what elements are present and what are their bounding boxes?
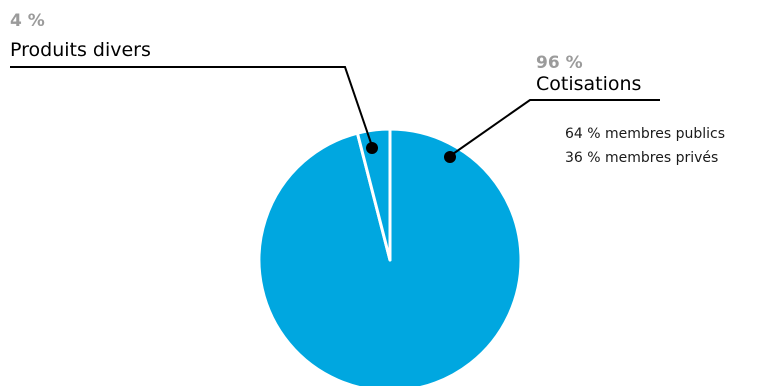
pie-slices <box>257 127 523 386</box>
leader-dot-cotisations <box>444 151 456 163</box>
leader-dot-produits-divers <box>366 142 378 154</box>
leader-line-produits-divers <box>10 66 373 147</box>
slice-label-produits-divers: Produits divers <box>10 39 151 61</box>
pie-slice-cotisations <box>257 127 523 386</box>
slice-label-produits-divers-percent: 4 % <box>10 11 45 31</box>
annotation-membres-prives: 36 % membres privés <box>565 150 718 166</box>
slice-label-cotisations: Cotisations <box>536 73 641 95</box>
pie-slice-produits-divers <box>355 127 392 262</box>
annotation-membres-publics: 64 % membres publics <box>565 126 725 142</box>
slice-label-cotisations-percent: 96 % <box>536 53 583 73</box>
leader-line-cotisations <box>449 99 660 157</box>
